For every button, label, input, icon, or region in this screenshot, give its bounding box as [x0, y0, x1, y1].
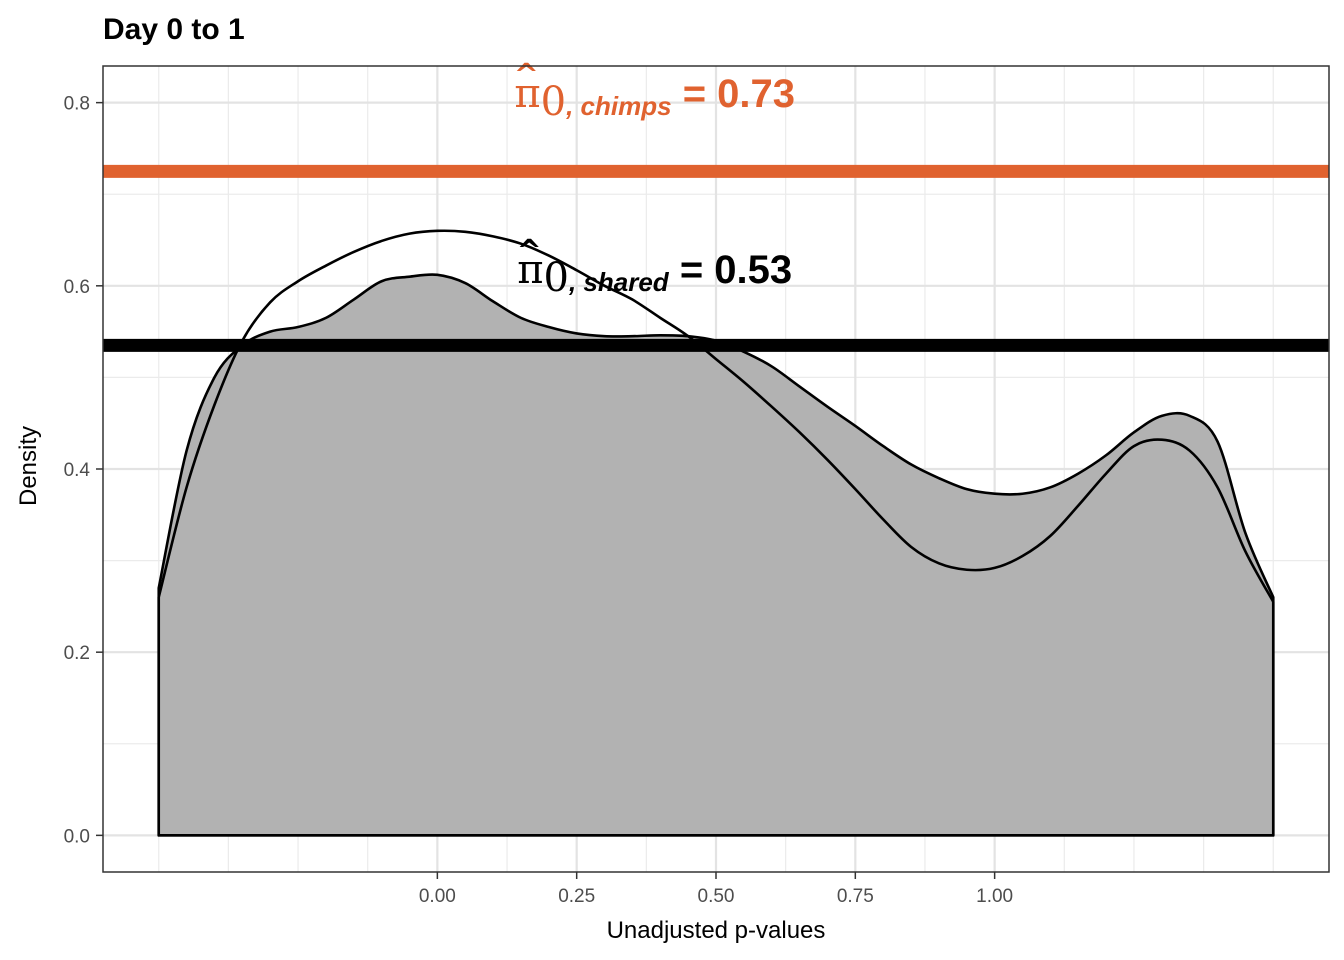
density-area-1 — [157, 229, 1275, 837]
annotation-hat-0: ^ — [514, 58, 539, 93]
x-axis-title: Unadjusted p-values — [607, 917, 826, 944]
y-tick-label: 0.8 — [64, 94, 90, 115]
y-tick-label: 0.2 — [64, 643, 90, 664]
y-tick-label: 0.4 — [64, 460, 91, 481]
x-tick-label: 0.50 — [698, 886, 735, 907]
x-tick-label: 0.00 — [419, 886, 456, 907]
y-tick-label: 0.6 — [64, 277, 90, 298]
annotations: π0, chimps = 0.73^π0, shared = 0.53^ — [514, 58, 795, 301]
x-tick-label: 0.75 — [837, 886, 874, 907]
axes: 0.0 0.2 0.4 0.6 0.8 0.00 0.25 0.50 0.75 1.00 — [64, 65, 1330, 907]
x-tick-label: 0.25 — [558, 886, 595, 907]
annotation-0: π0, chimps = 0.73 — [514, 71, 795, 125]
y-axis-title: Density — [15, 426, 42, 506]
x-tick-label: 1.00 — [976, 886, 1013, 907]
annotation-hat-1: ^ — [517, 234, 542, 269]
y-tick-label: 0.0 — [64, 826, 90, 847]
reference-lines — [103, 164, 1329, 352]
chart-title: Day 0 to 1 — [103, 13, 245, 46]
annotation-1: π0, shared = 0.53 — [517, 247, 792, 301]
